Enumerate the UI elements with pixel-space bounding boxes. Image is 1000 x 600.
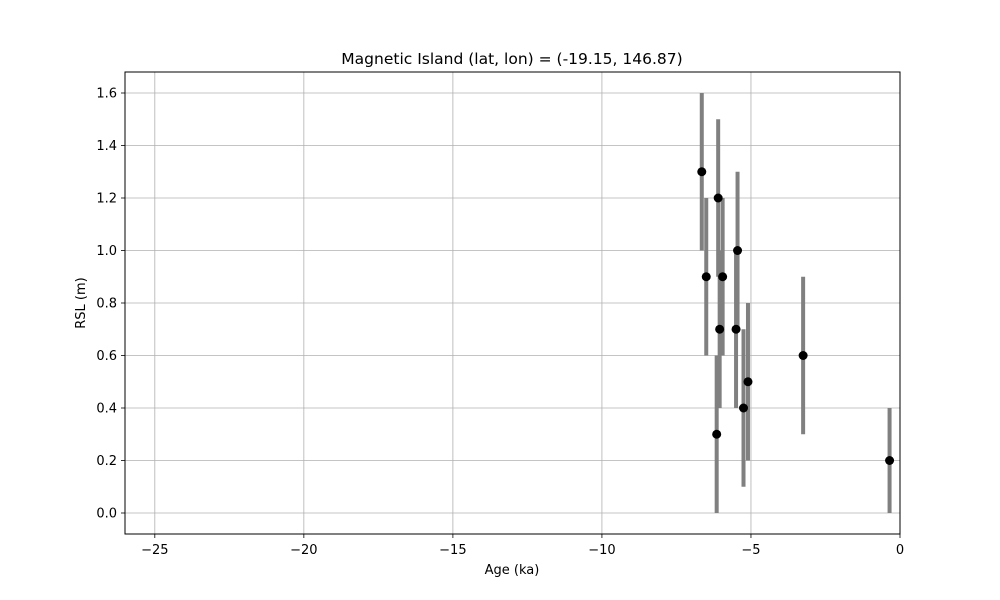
axis-ticks: −25 −20 −15 −10 −5 0 0.0 0.2 0.4 0.6 0.8 1.0 1.2 1.4 1…: [96, 87, 904, 559]
data-point: [731, 324, 741, 334]
x-tick-label: 0: [896, 543, 904, 558]
x-tick-label: −20: [290, 543, 317, 558]
y-tick-label: 1.6: [96, 87, 117, 102]
y-tick-label: 0.4: [96, 402, 117, 417]
data-points: [697, 167, 895, 465]
data-point: [701, 272, 711, 282]
data-point: [733, 246, 743, 255]
data-point: [715, 324, 725, 334]
data-point: [712, 429, 722, 439]
data-point: [713, 193, 723, 203]
data-point: [739, 403, 749, 413]
x-tick-label: −10: [588, 543, 615, 558]
data-point: [697, 167, 707, 177]
y-tick-label: 0.8: [96, 297, 117, 312]
chart-title: Magnetic Island (lat, lon) = (-19.15, 14…: [341, 50, 682, 68]
data-point: [885, 456, 895, 465]
y-tick-label: 0.6: [96, 349, 117, 364]
y-tick-label: 1.4: [96, 139, 117, 154]
y-tick-label: 1.0: [96, 244, 117, 259]
y-axis-title: RSL (m): [74, 277, 89, 328]
data-point: [743, 377, 753, 387]
data-point: [718, 272, 728, 282]
data-point: [798, 351, 808, 360]
y-tick-label: 1.2: [96, 192, 117, 207]
grid: [125, 72, 901, 534]
y-tick-label: 0.0: [96, 507, 117, 522]
x-tick-label: −25: [141, 543, 168, 558]
y-tick-label: 0.2: [96, 454, 117, 469]
x-tick-label: −15: [439, 543, 466, 558]
x-axis-title: Age (ka): [485, 563, 540, 578]
x-tick-label: −5: [741, 543, 760, 558]
